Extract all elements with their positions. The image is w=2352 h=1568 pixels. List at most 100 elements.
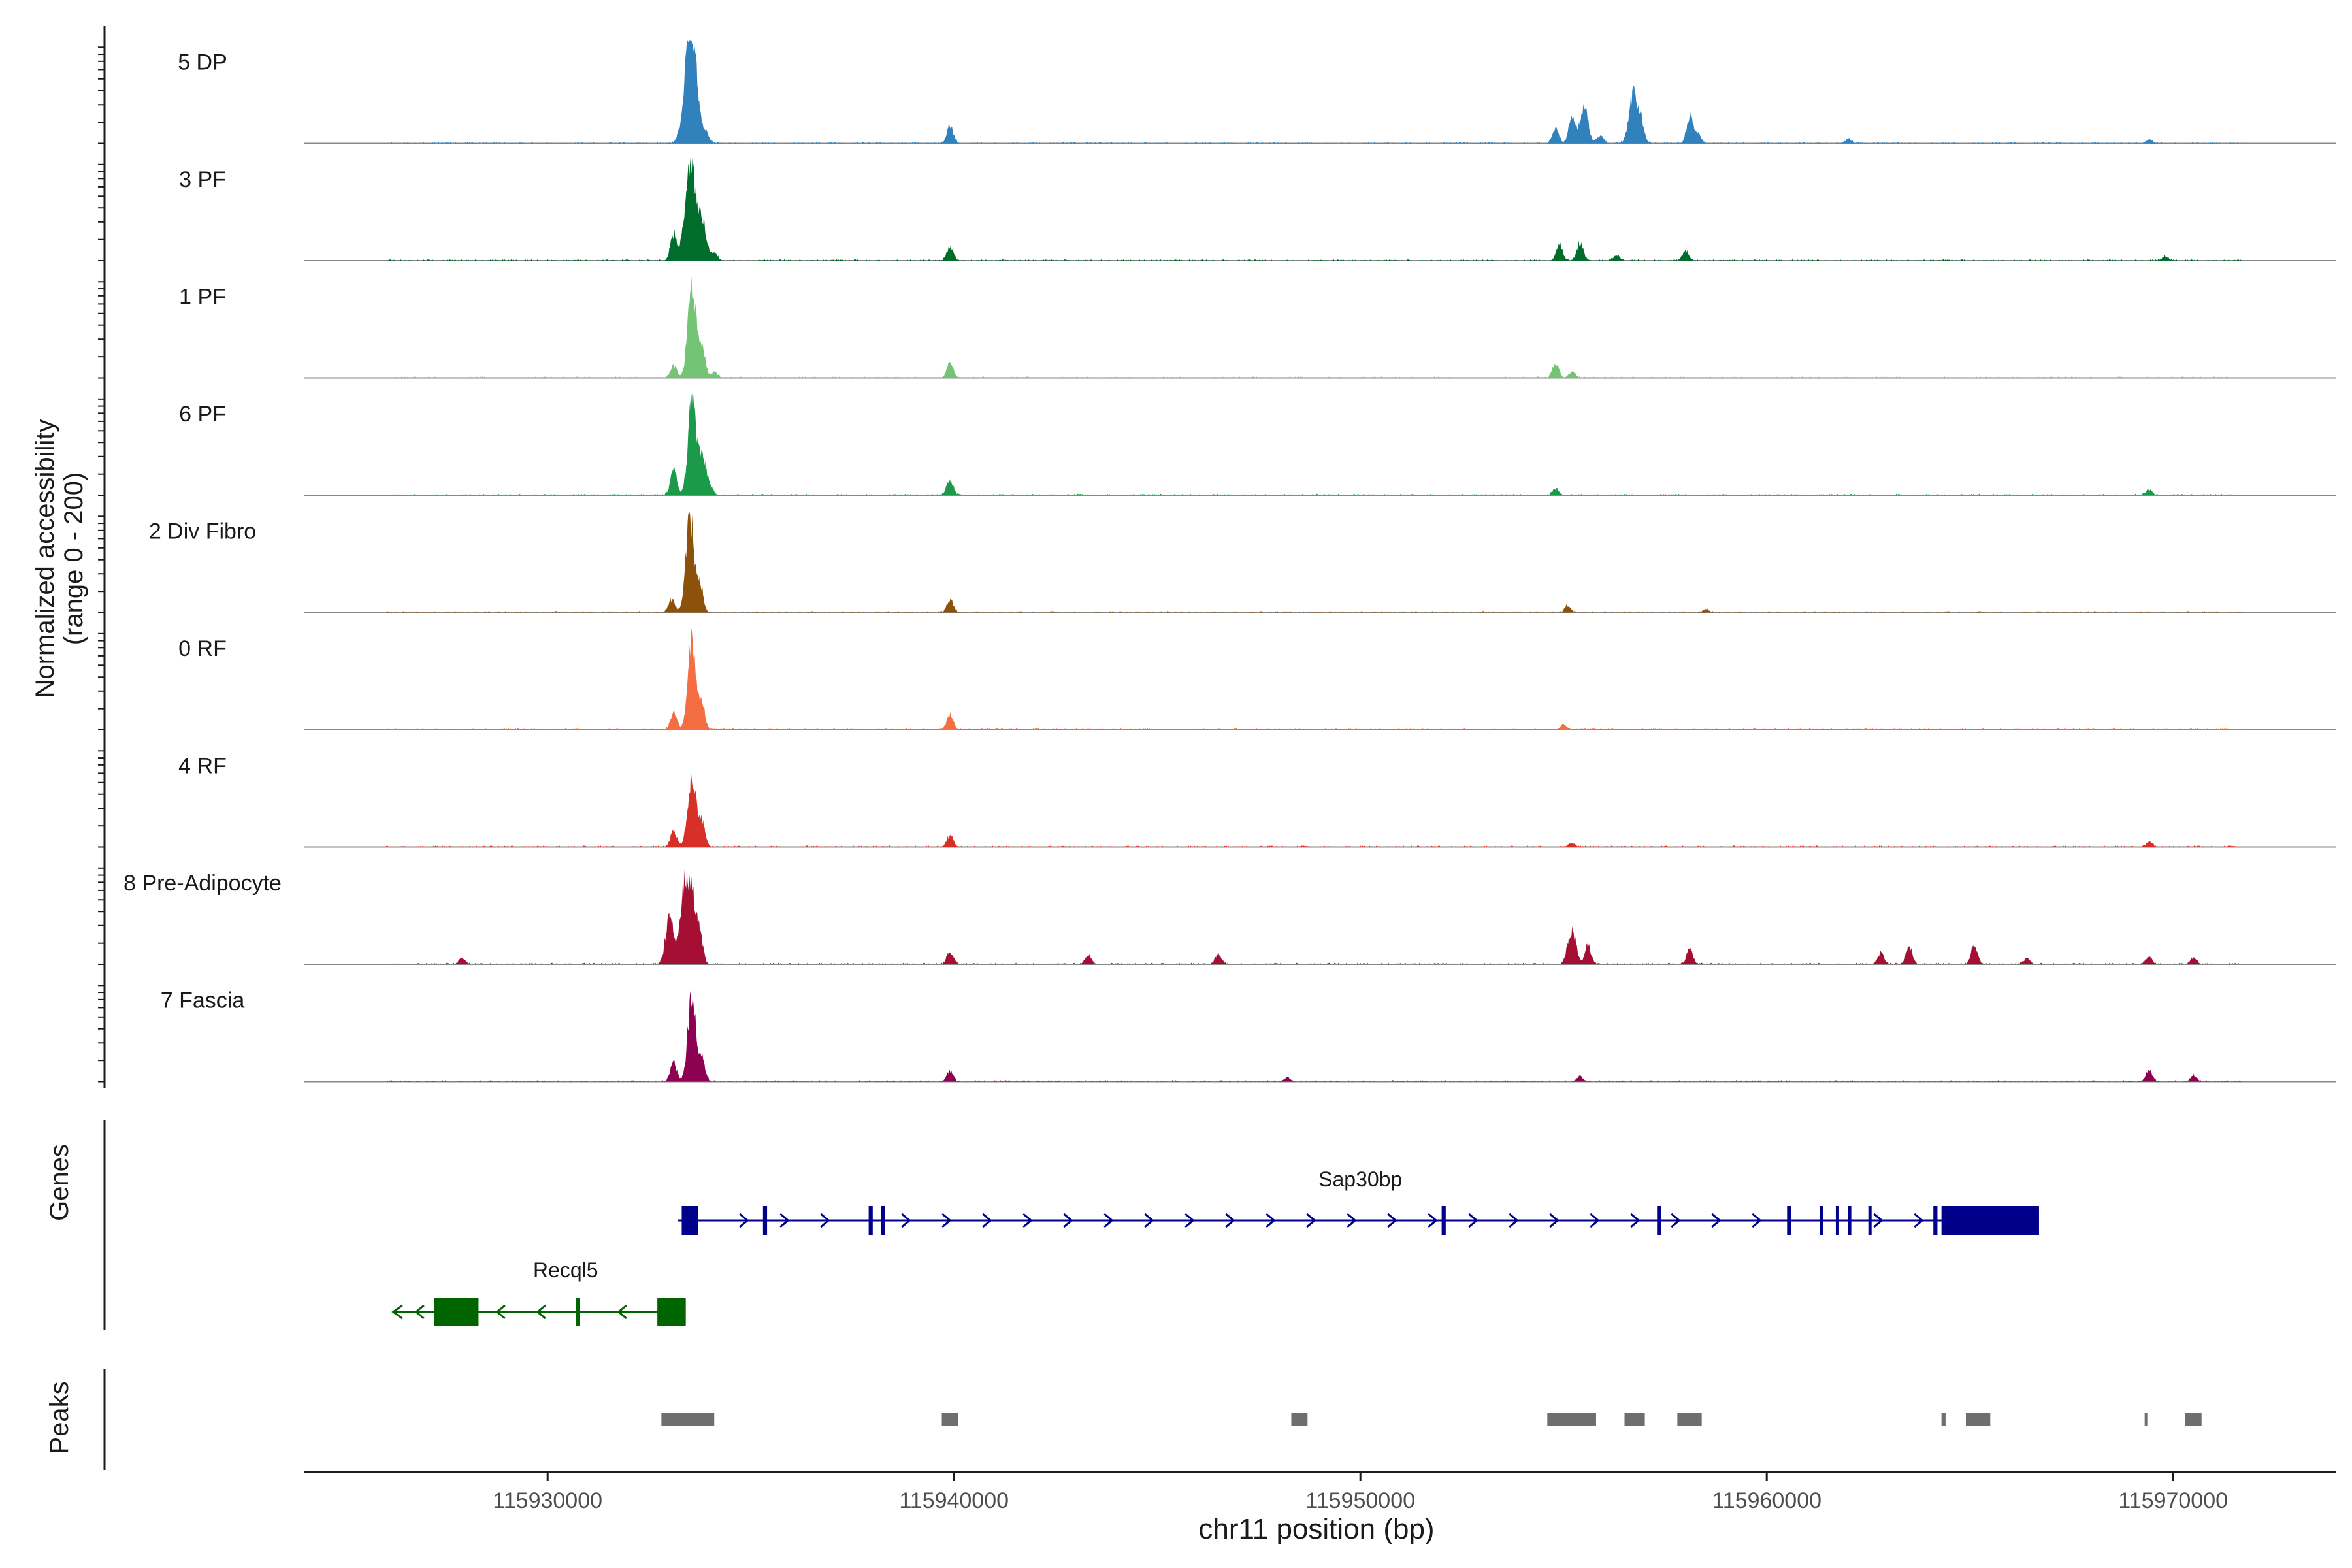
coverage-area (385, 511, 2243, 613)
peak-region (661, 1413, 715, 1426)
strand-arrow (1103, 1213, 1114, 1228)
y-axis (98, 26, 106, 1088)
x-axis-label: chr11 position (bp) (1198, 1513, 1434, 1545)
track-4-rf: 4 RF (178, 754, 2336, 848)
exon (1820, 1206, 1823, 1235)
strand-arrow (1630, 1213, 1641, 1228)
strand-arrow (1184, 1213, 1195, 1228)
x-tick-label: 115940000 (899, 1488, 1009, 1513)
strand-arrow (1752, 1213, 1762, 1228)
strand-arrow (739, 1213, 749, 1228)
peak-region (1291, 1413, 1308, 1426)
strand-arrow (1225, 1213, 1235, 1228)
track-8-pre-adipocyte: 8 Pre-Adipocyte (123, 868, 2336, 965)
strand-arrow (779, 1213, 790, 1228)
strand-arrow (536, 1304, 546, 1320)
peak-region (1965, 1413, 1991, 1426)
strand-arrow (1306, 1213, 1316, 1228)
track-2-div-fibro: 2 Div Fibro (149, 511, 2336, 613)
strand-arrow (1468, 1213, 1478, 1228)
exon (1787, 1206, 1791, 1235)
exon (681, 1206, 698, 1235)
strand-arrow (1387, 1213, 1397, 1228)
exon (881, 1206, 885, 1235)
exon (868, 1206, 873, 1235)
peak-region (2144, 1413, 2148, 1426)
strand-arrow (495, 1304, 506, 1320)
track-label: 7 Fascia (161, 988, 245, 1013)
track-label: 6 PF (179, 402, 226, 427)
exon (1933, 1206, 1938, 1235)
strand-arrow (1914, 1213, 1924, 1228)
track-label: 1 PF (179, 285, 226, 310)
coverage-area (385, 766, 2243, 847)
track-6-pf: 6 PF (179, 393, 2336, 496)
exon (576, 1298, 580, 1326)
track-0-rf: 0 RF (178, 627, 2336, 730)
x-tick-label: 115950000 (1305, 1488, 1415, 1513)
strand-arrow (391, 1304, 403, 1320)
coverage-area (385, 275, 2243, 378)
track-label: 4 RF (178, 754, 227, 779)
peak-region (1624, 1413, 1645, 1426)
strand-arrow (1509, 1213, 1519, 1228)
gene-sap30bp: Sap30bp (678, 1168, 2039, 1235)
track-label: 0 RF (178, 636, 227, 661)
strand-arrow (1063, 1213, 1073, 1228)
coverage-tracks: 5 DP 3 PF 1 PF 6 PF 2 Div Fibro 0 RF 4 RF 8 Pre… (123, 40, 2336, 1083)
peak-region (1941, 1413, 1946, 1426)
peak-region (1677, 1413, 1702, 1426)
peak-region (941, 1413, 958, 1426)
strand-arrow (1022, 1213, 1033, 1228)
strand-arrow (1873, 1213, 1884, 1228)
coverage-area (385, 868, 2243, 964)
exon (1868, 1206, 1872, 1235)
coverage-area (385, 627, 2243, 730)
strand-arrow (901, 1213, 911, 1228)
peaks-track-label: Peaks (45, 1381, 74, 1454)
track-5-dp: 5 DP (178, 40, 2336, 144)
track-7-fascia: 7 Fascia (161, 988, 2336, 1083)
exon (762, 1206, 768, 1235)
strand-arrow (1347, 1213, 1357, 1228)
gene-track: Sap30bp Recql5 (103, 1120, 2039, 1330)
exon (1441, 1206, 1446, 1235)
exon (1848, 1206, 1852, 1235)
x-tick-label: 115970000 (2118, 1488, 2228, 1513)
exon (1657, 1206, 1661, 1235)
strand-arrow (1266, 1213, 1276, 1228)
track-label: 8 Pre-Adipocyte (123, 871, 282, 896)
x-tick-label: 115960000 (1712, 1488, 1821, 1513)
exon (1941, 1206, 2039, 1235)
track-1-pf: 1 PF (179, 275, 2336, 379)
strand-arrow (982, 1213, 992, 1228)
peak-track (103, 1369, 2202, 1470)
strand-arrow (1144, 1213, 1154, 1228)
track-3-pf: 3 PF (179, 157, 2336, 261)
track-label: 3 PF (179, 167, 226, 192)
strand-arrow (1549, 1213, 1560, 1228)
strand-arrow (941, 1213, 952, 1228)
peak-region (2185, 1413, 2202, 1426)
gene-name: Recql5 (533, 1258, 598, 1282)
x-tick-label: 115930000 (493, 1488, 602, 1513)
track-label: 2 Div Fibro (149, 519, 256, 544)
coverage-area (385, 157, 2243, 261)
strand-arrow (1711, 1213, 1722, 1228)
gene-name: Sap30bp (1318, 1168, 1402, 1191)
strand-arrow (820, 1213, 830, 1228)
coverage-area (385, 990, 2243, 1082)
exon (434, 1298, 479, 1326)
strand-arrow (617, 1304, 627, 1320)
coverage-area (385, 393, 2243, 495)
y-axis-range-label: (range 0 - 200) (59, 472, 88, 645)
gene-recql5: Recql5 (391, 1258, 686, 1326)
strand-arrow (1590, 1213, 1600, 1228)
x-axis: 115930000 115940000 115950000 115960000 1159… (304, 1471, 2336, 1513)
strand-arrow (1428, 1213, 1438, 1228)
exon (1835, 1206, 1839, 1235)
peak-region (1547, 1413, 1596, 1426)
coverage-area (385, 40, 2243, 144)
y-axis-label: Normalized accessibility (31, 419, 59, 698)
